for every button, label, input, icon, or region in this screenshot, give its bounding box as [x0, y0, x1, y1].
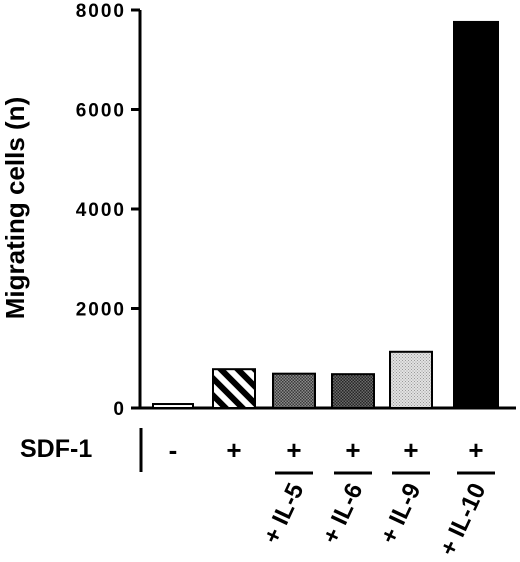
- y-tick-label: 2000: [76, 300, 126, 321]
- bar-3: [272, 372, 316, 409]
- interleukin-label: + IL-5: [258, 479, 309, 548]
- bar-2: [212, 368, 256, 410]
- y-tick-label: 8000: [76, 1, 126, 22]
- sdf1-sign: +: [345, 435, 360, 465]
- bars: [152, 20, 499, 410]
- interleukin-labels: + IL-5 + IL-6 + IL-9 + IL-10: [258, 471, 495, 560]
- interleukin-label: + IL-9: [375, 479, 426, 548]
- bar-4: [331, 373, 375, 410]
- sdf1-signs: - + + + + +: [169, 435, 484, 465]
- sdf1-sign: +: [286, 435, 301, 465]
- y-ticks: 0 2000 4000 6000 8000: [76, 1, 140, 420]
- sdf1-sign: +: [403, 435, 418, 465]
- sdf1-sign: +: [468, 435, 483, 465]
- interleukin-label: + IL-10: [435, 479, 492, 560]
- bar-6: [453, 20, 499, 409]
- sdf1-row-label: SDF-1: [20, 435, 92, 463]
- bar-1: [152, 403, 194, 409]
- y-tick-label: 4000: [76, 200, 126, 221]
- sdf1-sign: +: [226, 435, 241, 465]
- interleukin-label: + IL-6: [317, 479, 368, 548]
- y-tick-label: 6000: [76, 101, 126, 122]
- y-axis-label: Migrating cells (n): [0, 97, 30, 319]
- sdf1-sign: -: [169, 435, 178, 465]
- y-tick-label: 0: [113, 399, 126, 420]
- bar-5: [389, 350, 433, 409]
